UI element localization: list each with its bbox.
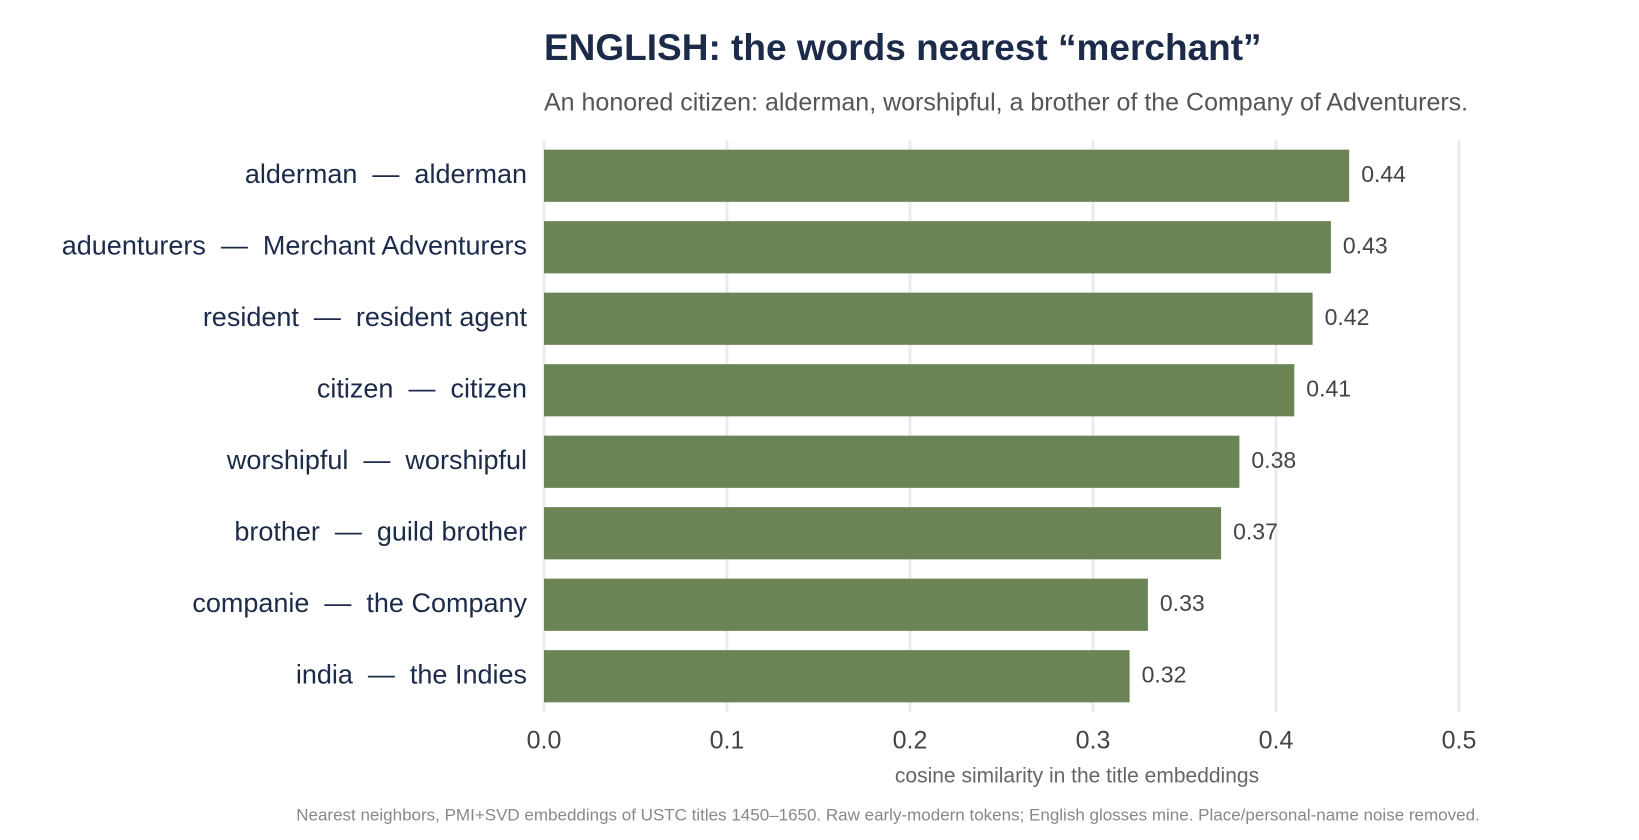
caption: Nearest neighbors, PMI+SVD embeddings of… bbox=[296, 805, 1480, 824]
chart-title: ENGLISH: the words nearest “merchant” bbox=[544, 27, 1262, 68]
y-tick-label: companie — the Company bbox=[192, 588, 527, 618]
x-tick-label: 0.4 bbox=[1259, 727, 1294, 755]
bar bbox=[544, 507, 1222, 560]
value-label: 0.44 bbox=[1361, 161, 1406, 187]
value-label: 0.33 bbox=[1160, 590, 1205, 616]
bar bbox=[544, 578, 1148, 631]
y-tick-label: brother — guild brother bbox=[234, 516, 527, 546]
y-tick-label: resident — resident agent bbox=[203, 302, 528, 332]
value-label: 0.32 bbox=[1142, 661, 1187, 687]
bar bbox=[544, 435, 1240, 488]
value-label: 0.41 bbox=[1306, 375, 1351, 401]
value-label: 0.38 bbox=[1251, 447, 1296, 473]
bar bbox=[544, 149, 1350, 202]
y-tick-label: alderman — alderman bbox=[245, 159, 527, 189]
x-tick-label: 0.3 bbox=[1076, 727, 1111, 755]
value-label: 0.37 bbox=[1233, 518, 1278, 544]
bar bbox=[544, 364, 1295, 417]
y-tick-label: india — the Indies bbox=[296, 659, 527, 689]
value-label: 0.42 bbox=[1325, 304, 1370, 330]
x-tick-label: 0.2 bbox=[893, 727, 928, 755]
x-tick-label: 0.5 bbox=[1442, 727, 1477, 755]
bar bbox=[544, 292, 1313, 345]
y-tick-label: aduenturers — Merchant Adventurers bbox=[62, 230, 527, 260]
value-label: 0.43 bbox=[1343, 232, 1388, 258]
x-axis-label: cosine similarity in the title embedding… bbox=[895, 765, 1259, 788]
x-tick-label: 0.0 bbox=[527, 727, 562, 755]
bar bbox=[544, 221, 1331, 274]
x-tick-label: 0.1 bbox=[710, 727, 745, 755]
chart-subtitle: An honored citizen: alderman, worshipful… bbox=[544, 89, 1468, 117]
y-tick-label: citizen — citizen bbox=[317, 373, 527, 403]
bar bbox=[544, 650, 1130, 703]
y-tick-label: worshipful — worshipful bbox=[226, 445, 527, 475]
